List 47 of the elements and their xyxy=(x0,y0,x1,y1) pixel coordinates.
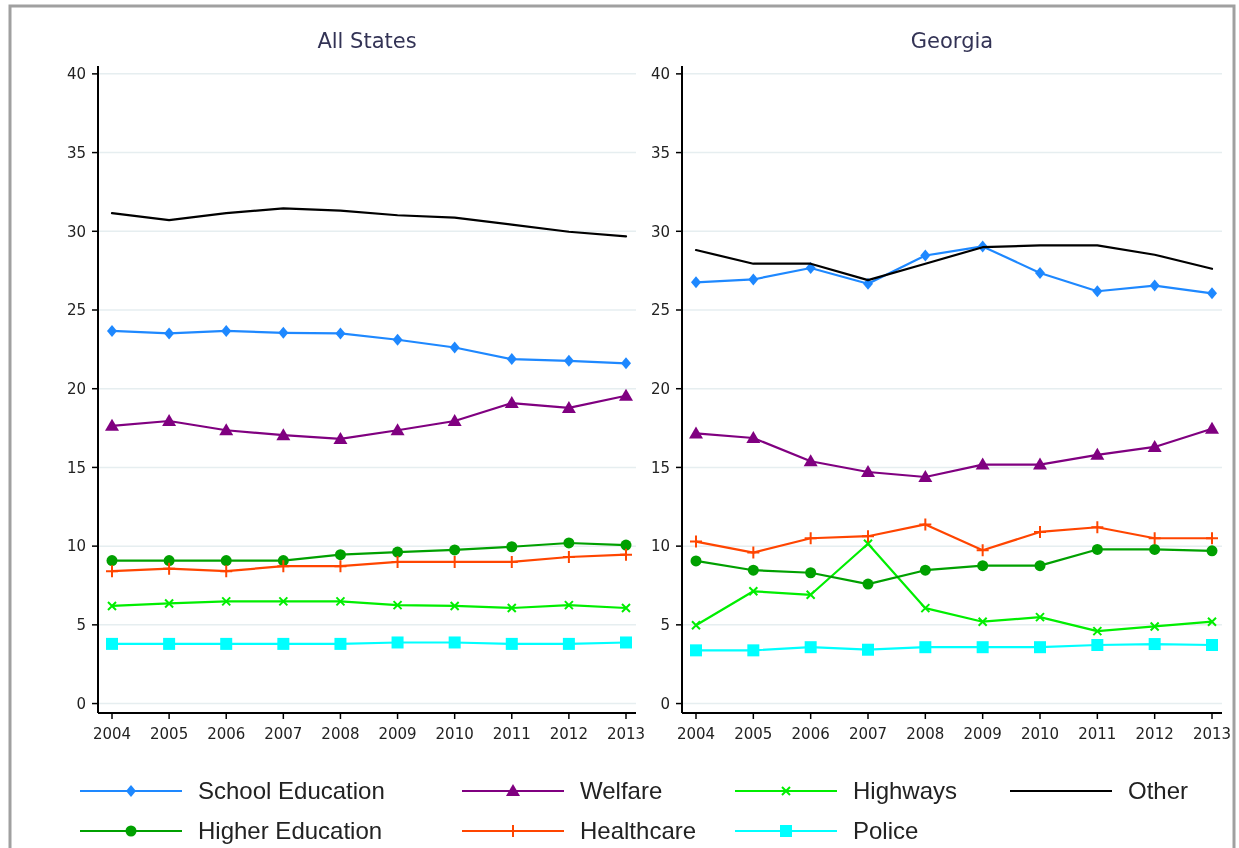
y-tick-label: 40 xyxy=(66,65,86,84)
legend-label: School Education xyxy=(198,777,385,805)
x-tick-label: 2013 xyxy=(1192,725,1232,743)
legend-label: Healthcare xyxy=(580,817,697,845)
x-tick-label: 2012 xyxy=(1135,725,1174,743)
x-tick-label: 2013 xyxy=(606,725,646,743)
x-tick-label: 2006 xyxy=(207,725,246,743)
y-tick-label: 35 xyxy=(66,143,86,162)
y-tick-label: 15 xyxy=(650,458,670,477)
y-tick-label: 10 xyxy=(650,537,670,556)
y-tick-label: 0 xyxy=(660,694,670,713)
x-tick-label: 2009 xyxy=(963,725,1002,743)
x-tick-label: 2010 xyxy=(435,725,474,743)
x-tick-label: 2010 xyxy=(1020,725,1060,743)
y-tick-label: 0 xyxy=(76,694,86,713)
legend-label: Welfare xyxy=(580,777,663,805)
y-tick-label: 15 xyxy=(66,458,86,477)
legend-label: Police xyxy=(853,817,919,845)
y-tick-label: 5 xyxy=(76,616,86,635)
x-tick-label: 2005 xyxy=(734,725,773,743)
x-tick-label: 2008 xyxy=(906,725,945,743)
y-tick-label: 40 xyxy=(650,65,670,84)
x-tick-label: 2007 xyxy=(848,725,888,743)
x-tick-label: 2011 xyxy=(492,725,531,743)
legend-label: Other xyxy=(1128,777,1189,805)
y-tick-label: 25 xyxy=(66,301,86,320)
x-tick-label: 2004 xyxy=(92,725,132,743)
legend-label: Highways xyxy=(853,777,958,805)
x-tick-label: 2008 xyxy=(321,725,360,743)
legend-label: Higher Education xyxy=(198,817,383,845)
x-tick-label: 2006 xyxy=(791,725,830,743)
y-tick-label: 10 xyxy=(66,537,86,556)
x-tick-label: 2011 xyxy=(1078,725,1117,743)
x-tick-label: 2009 xyxy=(378,725,417,743)
y-tick-label: 25 xyxy=(650,301,670,320)
x-tick-label: 2005 xyxy=(150,725,189,743)
chart-title: All States xyxy=(317,29,417,53)
y-tick-label: 30 xyxy=(66,222,86,241)
x-tick-label: 2007 xyxy=(264,725,303,743)
x-tick-label: 2012 xyxy=(549,725,588,743)
chart-title: Georgia xyxy=(910,29,994,53)
y-tick-label: 5 xyxy=(660,616,670,635)
y-tick-label: 20 xyxy=(650,379,670,398)
y-tick-label: 35 xyxy=(650,143,670,162)
x-tick-label: 2004 xyxy=(676,725,716,743)
y-tick-label: 20 xyxy=(66,379,86,398)
y-tick-label: 30 xyxy=(650,222,670,241)
